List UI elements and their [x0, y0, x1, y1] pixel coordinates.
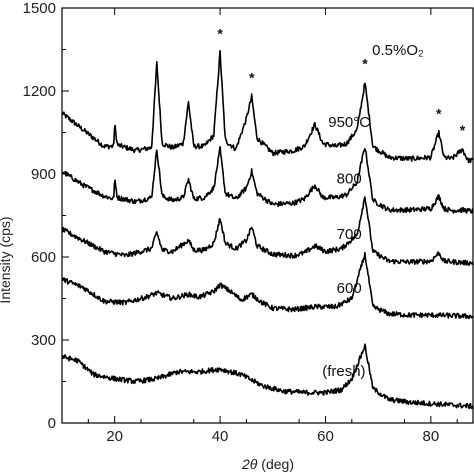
peak-marker: *: [362, 56, 368, 72]
x-axis-title: 2θ (deg): [241, 456, 294, 472]
peak-marker: *: [460, 122, 466, 138]
y-tick-label: 1200: [23, 83, 56, 100]
peak-marker: *: [217, 25, 223, 41]
x-tick-label: 60: [317, 428, 334, 445]
y-tick-label: 0: [48, 415, 56, 432]
series-line-3: [61, 251, 474, 320]
series-label: 950°C: [328, 114, 370, 131]
series-line-0: [61, 50, 474, 164]
series-label: 800: [337, 171, 362, 188]
x-axis-unit: (deg): [261, 456, 294, 472]
x-tick-label: 40: [212, 428, 229, 445]
peak-marker: *: [436, 106, 442, 122]
series-layer: [61, 50, 474, 410]
y-tick-label: 300: [31, 332, 56, 349]
plot-frame: [61, 7, 474, 424]
x-axis-symbol: 2θ: [241, 456, 258, 472]
y-tick-label: 1500: [23, 0, 56, 17]
series-label: 600: [337, 280, 362, 297]
y-axis-title: Intensity (cps): [0, 216, 13, 303]
x-tick-label: 20: [106, 428, 123, 445]
labels-layer: 950°C 800 700 600 (fresh) * * * * *: [217, 25, 465, 380]
series-line-1: [61, 146, 474, 214]
series-line-4: [61, 343, 474, 410]
y-tick-label: 600: [31, 249, 56, 266]
x-tick-label: 80: [423, 428, 440, 445]
series-line-2: [61, 196, 474, 266]
y-tick-label: 900: [31, 166, 56, 183]
peak-marker: *: [249, 70, 255, 86]
series-label: 700: [337, 226, 362, 243]
condition-label: 0.5%O₂: [372, 42, 424, 59]
series-label: (fresh): [322, 363, 365, 380]
